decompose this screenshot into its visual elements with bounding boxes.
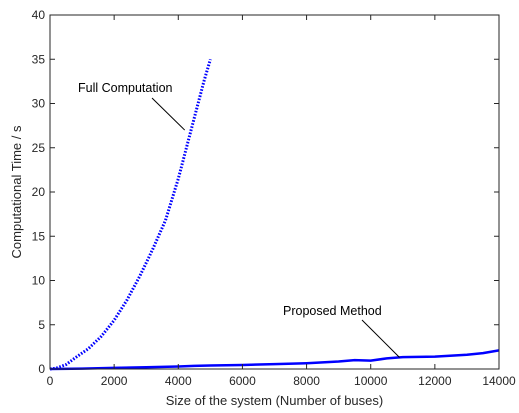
- y-axis-label: Computational Time / s: [9, 125, 24, 258]
- series-line-full-computation: [49, 58, 212, 371]
- y-tick-label: 10: [32, 274, 46, 288]
- tick-marks: [49, 14, 500, 370]
- annotation-leader-line: [361, 319, 400, 358]
- y-tick-label: 40: [32, 8, 46, 22]
- x-tick-labels: 0 2000 4000 6000 8000 10000 12000 14000: [47, 374, 516, 388]
- y-tick-labels: 0 5 10 15 20 25 30 35 40: [32, 8, 46, 376]
- y-tick-label: 0: [38, 362, 45, 376]
- x-tick-label: 14000: [482, 374, 516, 388]
- x-tick-label: 2000: [101, 374, 128, 388]
- y-tick-label: 20: [32, 185, 46, 199]
- x-tick-label: 0: [47, 374, 54, 388]
- series-line-proposed-method: [49, 349, 500, 371]
- y-tick-label: 35: [32, 52, 46, 66]
- x-axis-label: Size of the system (Number of buses): [166, 393, 383, 408]
- annotation-label: Proposed Method: [283, 304, 382, 318]
- y-tick-label: 15: [32, 229, 46, 243]
- x-tick-label: 12000: [418, 374, 452, 388]
- annotation-leader-line: [151, 97, 186, 131]
- plot-background: [50, 15, 499, 369]
- x-tick-label: 8000: [293, 374, 320, 388]
- series-layer: [49, 58, 500, 371]
- y-tick-label: 5: [38, 318, 45, 332]
- y-tick-label: 25: [32, 141, 46, 155]
- annotation-layer: Full Computation Proposed Method: [78, 81, 400, 358]
- x-tick-label: 6000: [229, 374, 256, 388]
- annotation-label: Full Computation: [78, 81, 173, 95]
- x-tick-label: 4000: [165, 374, 192, 388]
- y-tick-label: 30: [32, 97, 46, 111]
- x-tick-label: 10000: [354, 374, 388, 388]
